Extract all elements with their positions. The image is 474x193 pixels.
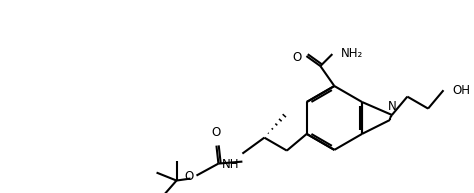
- Text: O: O: [292, 51, 301, 63]
- Text: NH: NH: [222, 158, 239, 171]
- Text: OH: OH: [453, 84, 471, 97]
- Text: NH₂: NH₂: [341, 47, 364, 60]
- Text: N: N: [388, 100, 396, 113]
- Text: O: O: [184, 170, 193, 183]
- Text: O: O: [212, 126, 221, 139]
